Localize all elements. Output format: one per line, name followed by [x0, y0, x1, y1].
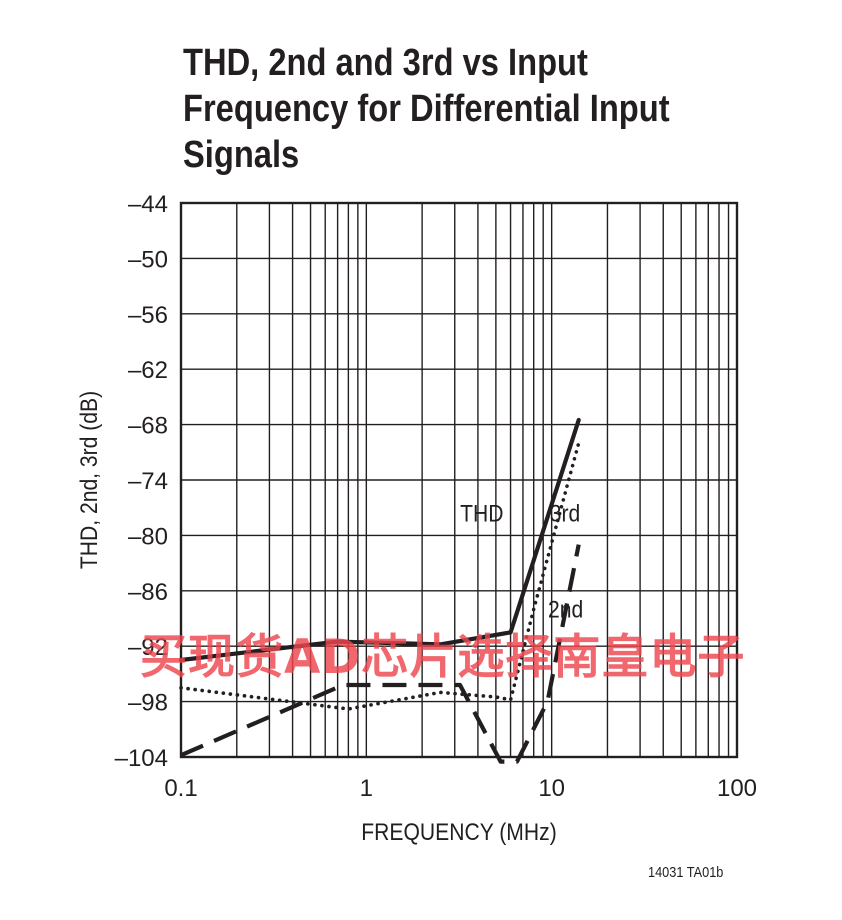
y-tick-label: –68	[128, 413, 168, 440]
x-tick-label: 100	[717, 775, 757, 802]
y-tick-label: –74	[128, 468, 168, 495]
series-label-3rd: 3rd	[550, 500, 581, 527]
series-line-2nd	[180, 544, 581, 764]
series-line-3rd	[179, 441, 581, 711]
y-tick-label: –104	[115, 745, 168, 772]
chart-title: THD, 2nd and 3rd vs Input Frequency for …	[183, 40, 699, 178]
plot-frame	[179, 201, 739, 759]
y-tick-label: –62	[128, 357, 168, 384]
series-lines	[178, 417, 581, 764]
y-axis-label: THD, 2nd, 3rd (dB)	[76, 391, 103, 569]
chart-title-line-2: Frequency for Differential Input	[183, 88, 670, 130]
chart-title-line-1: THD, 2nd and 3rd vs Input	[183, 42, 588, 84]
y-tick-label: –56	[128, 302, 168, 329]
plot-border	[179, 201, 739, 759]
y-tick-label: –86	[128, 579, 168, 606]
chart-title-line-3: Signals	[183, 134, 300, 176]
y-tick-label: –92	[128, 634, 168, 661]
y-tick-label: –50	[128, 246, 168, 273]
tick-labels: –44 –50 –56 –62 –68 –74 –80 –86 –92 –98 –104 0.1 1 10…	[115, 191, 757, 802]
series-labels: THD 3rd 2nd	[460, 500, 583, 623]
figure-code: 14031 TA01b	[648, 864, 724, 881]
x-axis-label: FREQUENCY (MHz)	[361, 819, 556, 846]
x-tick-label: 0.1	[164, 775, 197, 802]
series-line-thd	[178, 417, 581, 663]
x-tick-label: 10	[538, 775, 565, 802]
y-tick-label: –98	[128, 690, 168, 717]
x-tick-label: 1	[360, 775, 373, 802]
series-label-2nd: 2nd	[548, 596, 583, 623]
series-label-thd: THD	[460, 500, 503, 527]
watermark-text: 买现货AD芯片选择南皇电子	[140, 630, 746, 685]
y-tick-label: –80	[128, 523, 168, 550]
y-tick-label: –44	[128, 191, 168, 218]
